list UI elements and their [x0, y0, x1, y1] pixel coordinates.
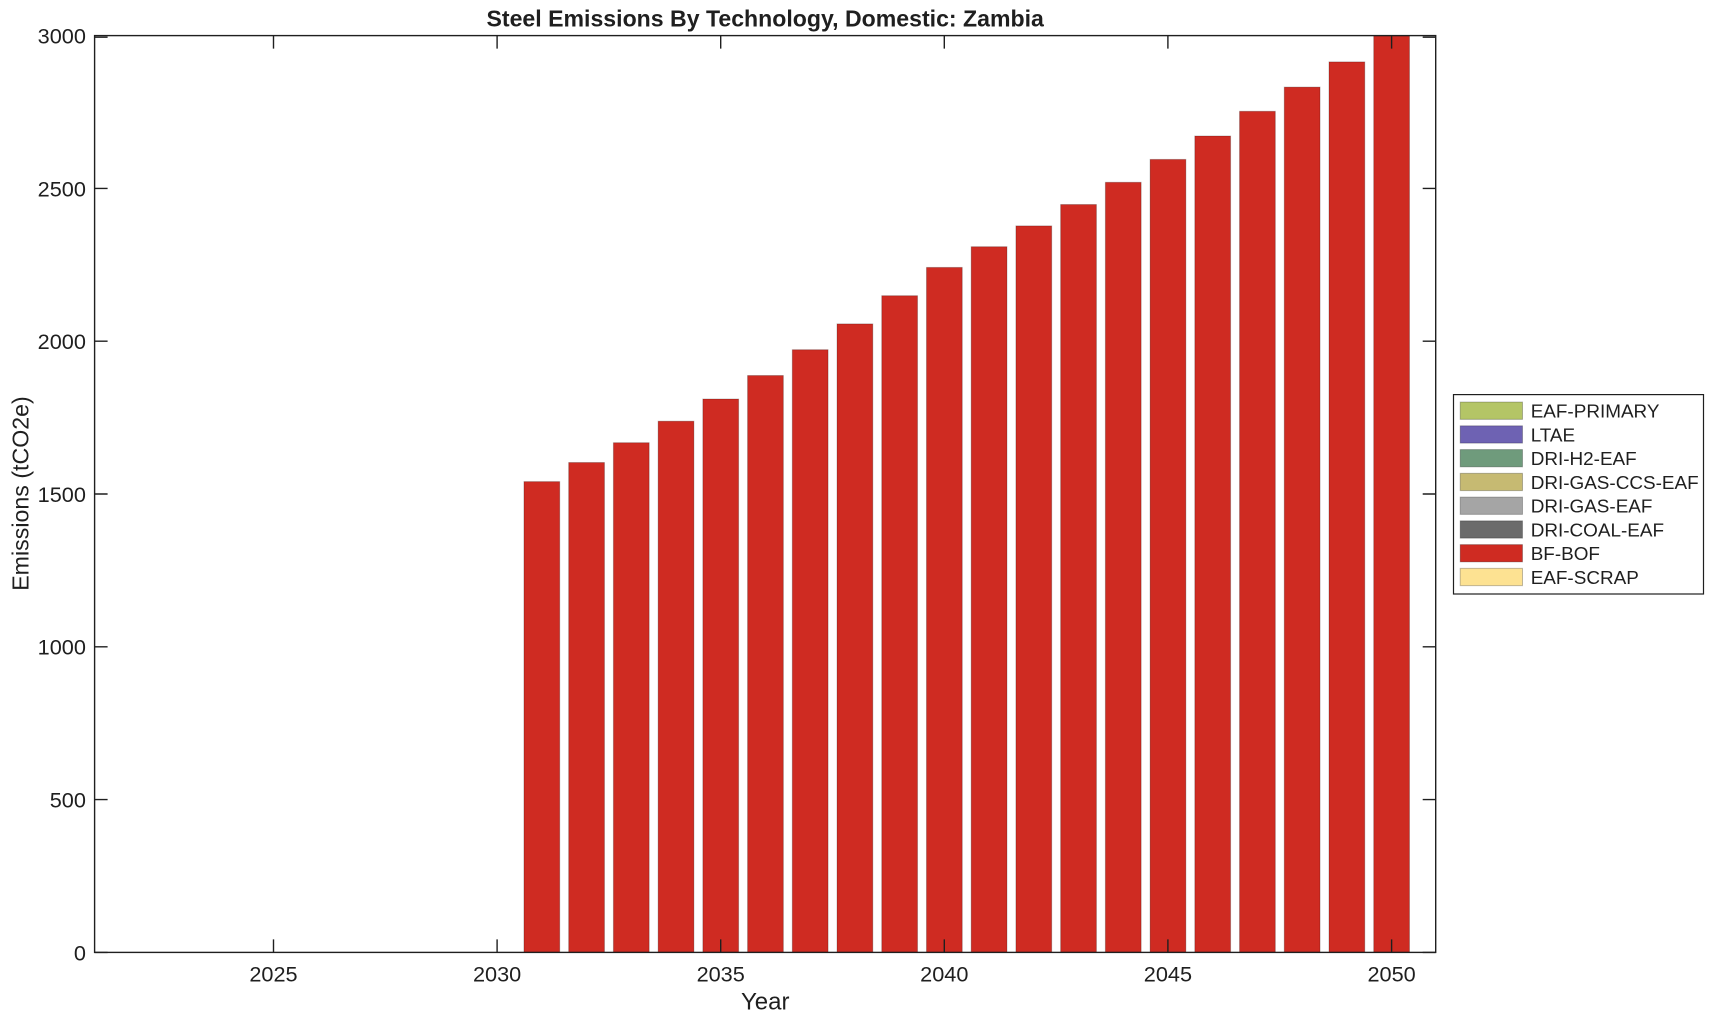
svg-text:500: 500 [50, 788, 86, 813]
svg-text:DRI-H2-EAF: DRI-H2-EAF [1531, 449, 1637, 470]
svg-text:2025: 2025 [249, 962, 297, 987]
svg-text:Emissions (tCO2e): Emissions (tCO2e) [8, 396, 34, 591]
svg-text:2045: 2045 [1144, 962, 1192, 987]
svg-text:0: 0 [74, 940, 86, 965]
svg-text:1500: 1500 [38, 482, 86, 507]
svg-text:2030: 2030 [473, 962, 521, 987]
svg-text:2040: 2040 [920, 962, 968, 987]
svg-text:DRI-GAS-CCS-EAF: DRI-GAS-CCS-EAF [1531, 473, 1699, 494]
svg-text:2035: 2035 [697, 962, 745, 987]
svg-text:3000: 3000 [38, 24, 86, 49]
svg-text:2050: 2050 [1367, 962, 1415, 987]
svg-text:1000: 1000 [38, 635, 86, 660]
svg-text:2500: 2500 [38, 176, 86, 201]
svg-text:Year: Year [741, 988, 790, 1015]
svg-text:BF-BOF: BF-BOF [1531, 544, 1600, 565]
svg-text:EAF-PRIMARY: EAF-PRIMARY [1531, 402, 1660, 423]
svg-text:Steel Emissions By Technology,: Steel Emissions By Technology, Domestic:… [487, 6, 1045, 32]
svg-text:EAF-SCRAP: EAF-SCRAP [1531, 568, 1639, 589]
svg-text:LTAE: LTAE [1531, 425, 1575, 446]
svg-text:DRI-GAS-EAF: DRI-GAS-EAF [1531, 497, 1653, 518]
svg-text:DRI-COAL-EAF: DRI-COAL-EAF [1531, 520, 1664, 541]
svg-text:2000: 2000 [38, 329, 86, 354]
